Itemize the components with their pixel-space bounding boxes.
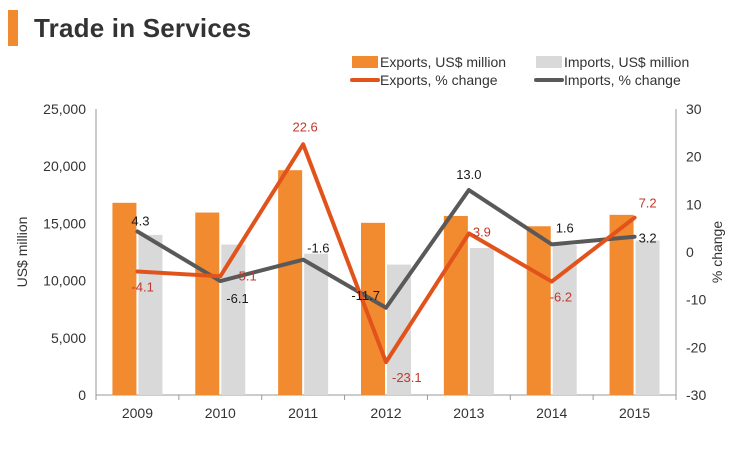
legend-exports-bar-label: Exports, US$ million [380,54,506,70]
exports-change-label: -5.1 [234,268,256,283]
x-tick-label: 2011 [288,405,318,421]
chart-axes: 0 5,000 10,000 15,000 20,000 25,000 -30 -20 -10 0… [14,101,725,421]
chart-legend: Exports, US$ million Imports, US$ million… [350,54,689,88]
x-tick-label: 2013 [453,405,484,421]
left-tick-label: 5,000 [51,330,86,346]
imports-bar [304,253,329,395]
exports-change-label: 3.9 [473,224,491,239]
chart-data-labels: 4.3 -6.1 -1.6 -11.7 13.0 1.6 3.2 -4.1 -5.1 22.6 -2… [131,119,656,385]
exports-bar [195,212,220,395]
imports-change-label: 4.3 [131,214,149,229]
left-tick-label: 15,000 [43,215,86,231]
legend-exports-line: Exports, % change [350,72,498,88]
legend-exports-bar: Exports, US$ million [352,54,506,70]
exports-change-label: -4.1 [131,280,153,295]
imports-bar [469,247,494,395]
exports-change-label: 22.6 [292,119,317,134]
imports-change-label: -11.7 [351,288,380,303]
right-tick-label: -30 [686,387,706,403]
y-axis-title: US$ million [14,217,30,288]
right-tick-label: -20 [686,339,706,355]
x-tick-label: 2014 [536,405,567,421]
left-tick-label: 10,000 [43,273,86,289]
right-tick-label: -10 [686,292,706,308]
title-bar: Trade in Services [8,10,251,46]
x-tick-label: 2010 [205,405,236,421]
legend-imports-line: Imports, % change [534,72,681,88]
right-tick-label: 10 [686,196,702,212]
exports-change-label: -23.1 [392,370,422,385]
left-tick-label: 20,000 [43,158,86,174]
x-tick-label: 2009 [122,405,153,421]
legend-exports-bar-swatch [352,56,378,68]
exports-bar [112,202,137,395]
left-tick-label: 0 [78,387,86,403]
chart-bars [112,170,660,395]
right-tick-label: 30 [686,101,702,117]
exports-bar [526,226,551,395]
imports-bar [552,245,577,395]
title-accent-marker [8,10,18,46]
imports-change-label: -1.6 [307,241,329,256]
left-tick-label: 25,000 [43,101,86,117]
imports-change-label: 1.6 [556,220,574,235]
exports-bar [443,215,468,395]
legend-imports-bar-label: Imports, US$ million [564,54,689,70]
imports-bar [138,234,163,395]
imports-change-line [135,188,637,310]
x-tick-label: 2012 [370,405,401,421]
imports-change-label: 3.2 [639,231,657,246]
legend-exports-line-label: Exports, % change [380,72,498,88]
exports-change-line [135,142,637,365]
x-tick-label: 2015 [619,405,650,421]
legend-imports-bar-swatch [536,56,562,68]
exports-change-label: 7.2 [639,196,657,211]
imports-bar [635,240,660,395]
exports-change-label: -6.2 [550,290,572,305]
legend-imports-line-label: Imports, % change [564,72,681,88]
right-tick-label: 20 [686,149,702,165]
imports-change-label: -6.1 [226,291,248,306]
exports-bar [278,170,303,395]
imports-change-label: 13.0 [456,167,481,182]
right-tick-label: 0 [686,244,694,260]
y2-axis-title: % change [709,221,725,283]
chart-lines [135,142,637,365]
legend-imports-bar: Imports, US$ million [536,54,689,70]
page-title: Trade in Services [34,12,252,43]
exports-bar [609,214,634,395]
